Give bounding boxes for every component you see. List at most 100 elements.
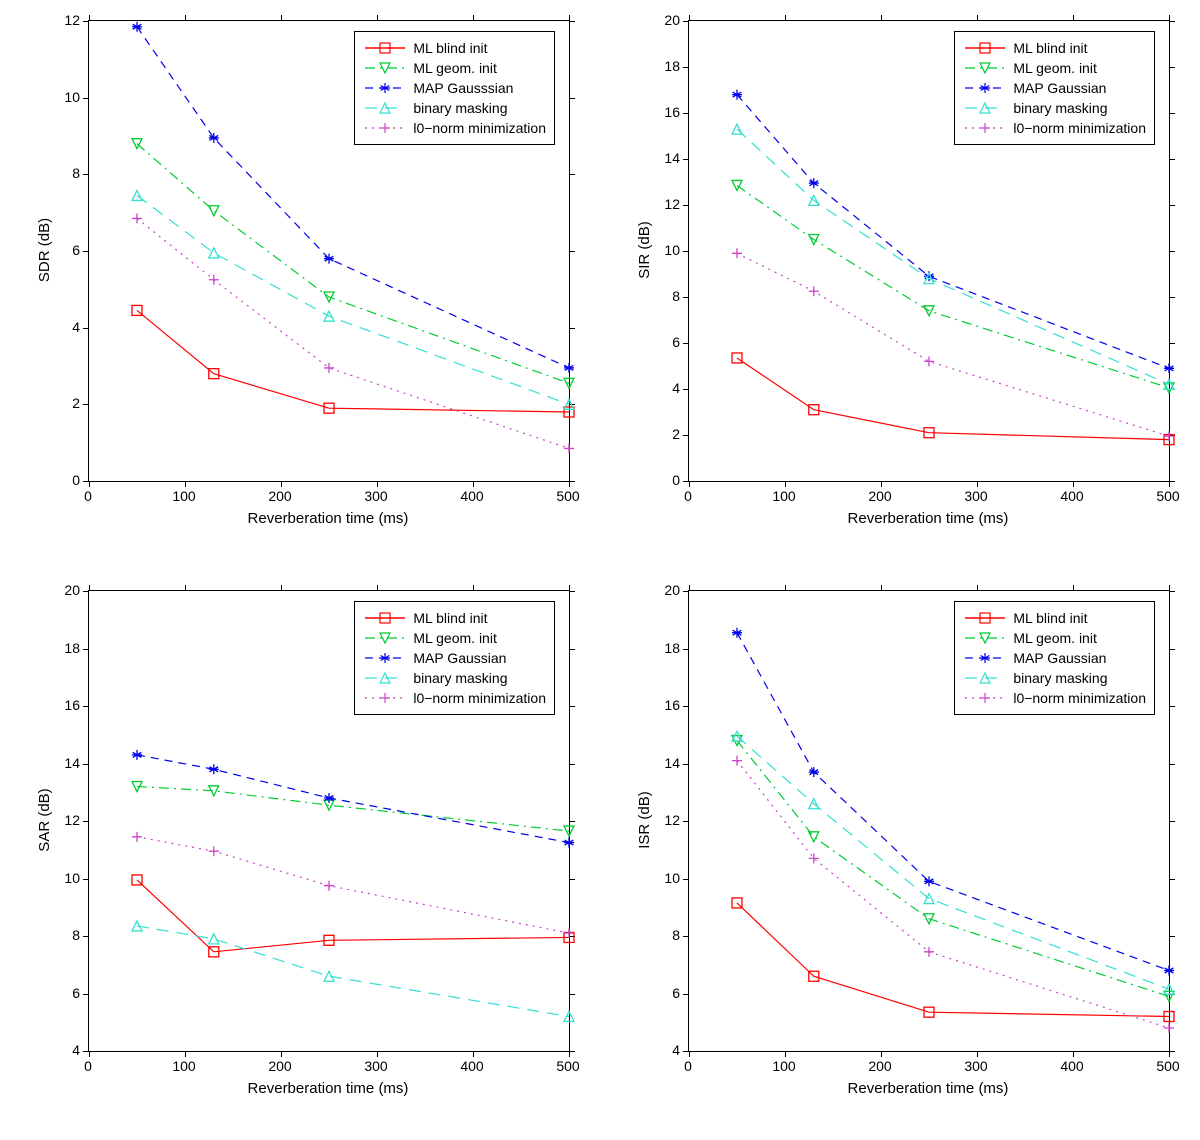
- x-axis-label: Reverberation time (ms): [88, 1080, 568, 1097]
- legend-row: ML blind init: [963, 608, 1146, 628]
- y-tick-label: 20: [54, 582, 80, 598]
- legend-swatch: [963, 688, 1007, 708]
- series-marker-l0: [209, 846, 219, 856]
- legend-row: l0−norm minimization: [363, 688, 546, 708]
- legend-label: l0−norm minimization: [1013, 118, 1146, 138]
- series-marker-l0: [564, 443, 574, 453]
- legend-row: ML geom. init: [963, 628, 1146, 648]
- series-marker-l0: [809, 286, 819, 296]
- x-tick: [785, 481, 786, 487]
- x-tick: [977, 481, 978, 487]
- series-marker-map_gauss: [1164, 363, 1174, 373]
- y-tick: [569, 591, 575, 592]
- x-tick: [281, 1051, 282, 1057]
- x-tick: [881, 481, 882, 487]
- x-tick-label: 500: [556, 488, 579, 504]
- y-tick: [1169, 821, 1175, 822]
- x-tick-label: 500: [1156, 1058, 1179, 1074]
- legend-row: MAP Gausssian: [363, 78, 546, 98]
- y-tick: [569, 1051, 575, 1052]
- series-marker-l0: [924, 356, 934, 366]
- legend-row: binary masking: [963, 668, 1146, 688]
- x-tick-label: 100: [772, 1058, 795, 1074]
- y-tick-label: 16: [54, 697, 80, 713]
- legend-swatch: [363, 98, 407, 118]
- legend-swatch: [363, 648, 407, 668]
- series-marker-l0: [132, 832, 142, 842]
- y-tick-label: 6: [54, 242, 80, 258]
- y-tick-label: 0: [654, 472, 680, 488]
- legend: ML blind init ML geom. init MAP Gaussian…: [354, 601, 555, 715]
- panel-sdr: ML blind init ML geom. init MAP Gausssia…: [0, 0, 600, 570]
- series-line-map_gauss: [137, 755, 569, 843]
- series-marker-map_gauss: [132, 750, 142, 760]
- y-tick: [569, 764, 575, 765]
- panel-isr: ML blind init ML geom. init MAP Gaussian…: [600, 570, 1200, 1140]
- series-line-ml_blind: [137, 310, 569, 412]
- y-tick: [1169, 481, 1175, 482]
- x-tick-label: 200: [868, 1058, 891, 1074]
- y-tick: [569, 251, 575, 252]
- legend-label: MAP Gaussian: [413, 648, 506, 668]
- series-line-ml_geom: [737, 185, 1169, 387]
- legend-label: ML geom. init: [413, 628, 497, 648]
- series-marker-map_gauss: [324, 793, 334, 803]
- y-axis-label: SIR (dB): [636, 20, 653, 480]
- legend-row: ML blind init: [363, 608, 546, 628]
- y-tick-label: 12: [54, 812, 80, 828]
- legend-row: MAP Gaussian: [963, 78, 1146, 98]
- y-tick: [1169, 113, 1175, 114]
- legend-swatch: [963, 38, 1007, 58]
- y-tick-label: 10: [54, 870, 80, 886]
- plot-area: ML blind init ML geom. init MAP Gaussian…: [688, 20, 1170, 482]
- legend-label: ML blind init: [1013, 608, 1087, 628]
- y-tick-label: 20: [654, 12, 680, 28]
- x-tick-label: 300: [364, 1058, 387, 1074]
- legend-swatch: [963, 78, 1007, 98]
- x-tick-label: 200: [268, 488, 291, 504]
- legend-label: ML geom. init: [1013, 58, 1097, 78]
- x-axis-label: Reverberation time (ms): [88, 510, 568, 527]
- series-line-l0: [137, 837, 569, 933]
- x-tick-label: 100: [172, 1058, 195, 1074]
- y-tick-label: 4: [654, 1042, 680, 1058]
- series-marker-l0: [324, 363, 334, 373]
- y-tick: [569, 21, 575, 22]
- series-marker-binary: [209, 934, 219, 944]
- legend-label: ML blind init: [413, 38, 487, 58]
- y-tick-label: 20: [654, 582, 680, 598]
- plot-area: ML blind init ML geom. init MAP Gaussian…: [688, 590, 1170, 1052]
- series-marker-l0: [324, 881, 334, 891]
- y-tick-label: 6: [654, 985, 680, 1001]
- legend-swatch: [963, 58, 1007, 78]
- x-tick: [785, 1051, 786, 1057]
- series-line-ml_blind: [737, 358, 1169, 440]
- legend: ML blind init ML geom. init MAP Gaussian…: [954, 31, 1155, 145]
- series-marker-l0: [132, 213, 142, 223]
- x-tick: [473, 481, 474, 487]
- y-tick-label: 10: [654, 242, 680, 258]
- legend-label: MAP Gaussian: [1013, 648, 1106, 668]
- legend-row: l0−norm minimization: [963, 688, 1146, 708]
- x-tick: [881, 1051, 882, 1057]
- y-tick-label: 14: [54, 755, 80, 771]
- y-tick: [83, 1051, 89, 1052]
- y-axis-label: SDR (dB): [36, 20, 53, 480]
- y-tick: [1169, 251, 1175, 252]
- y-tick-label: 2: [54, 395, 80, 411]
- y-tick: [569, 994, 575, 995]
- series-marker-l0: [732, 248, 742, 258]
- y-tick-label: 6: [654, 334, 680, 350]
- y-tick-label: 12: [654, 812, 680, 828]
- y-tick-label: 8: [54, 927, 80, 943]
- legend-label: binary masking: [1013, 98, 1107, 118]
- y-axis-label: ISR (dB): [636, 590, 653, 1050]
- y-tick: [569, 879, 575, 880]
- series-line-ml_geom: [737, 741, 1169, 997]
- x-tick-label: 300: [964, 488, 987, 504]
- y-tick: [1169, 159, 1175, 160]
- x-tick: [1073, 1051, 1074, 1057]
- y-tick: [1169, 706, 1175, 707]
- y-axis-label: SAR (dB): [36, 590, 53, 1050]
- legend-swatch: [963, 668, 1007, 688]
